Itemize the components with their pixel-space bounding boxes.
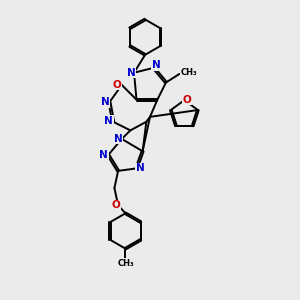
Text: CH₃: CH₃ <box>117 259 134 268</box>
Text: N: N <box>114 134 122 144</box>
Text: N: N <box>136 164 145 173</box>
Text: O: O <box>111 200 120 210</box>
Text: N: N <box>100 150 108 160</box>
Text: O: O <box>113 80 122 90</box>
Text: N: N <box>101 97 110 107</box>
Text: N: N <box>104 116 113 126</box>
Text: O: O <box>183 95 192 105</box>
Text: N: N <box>152 60 161 70</box>
Text: N: N <box>127 68 136 78</box>
Text: CH₃: CH₃ <box>180 68 197 77</box>
